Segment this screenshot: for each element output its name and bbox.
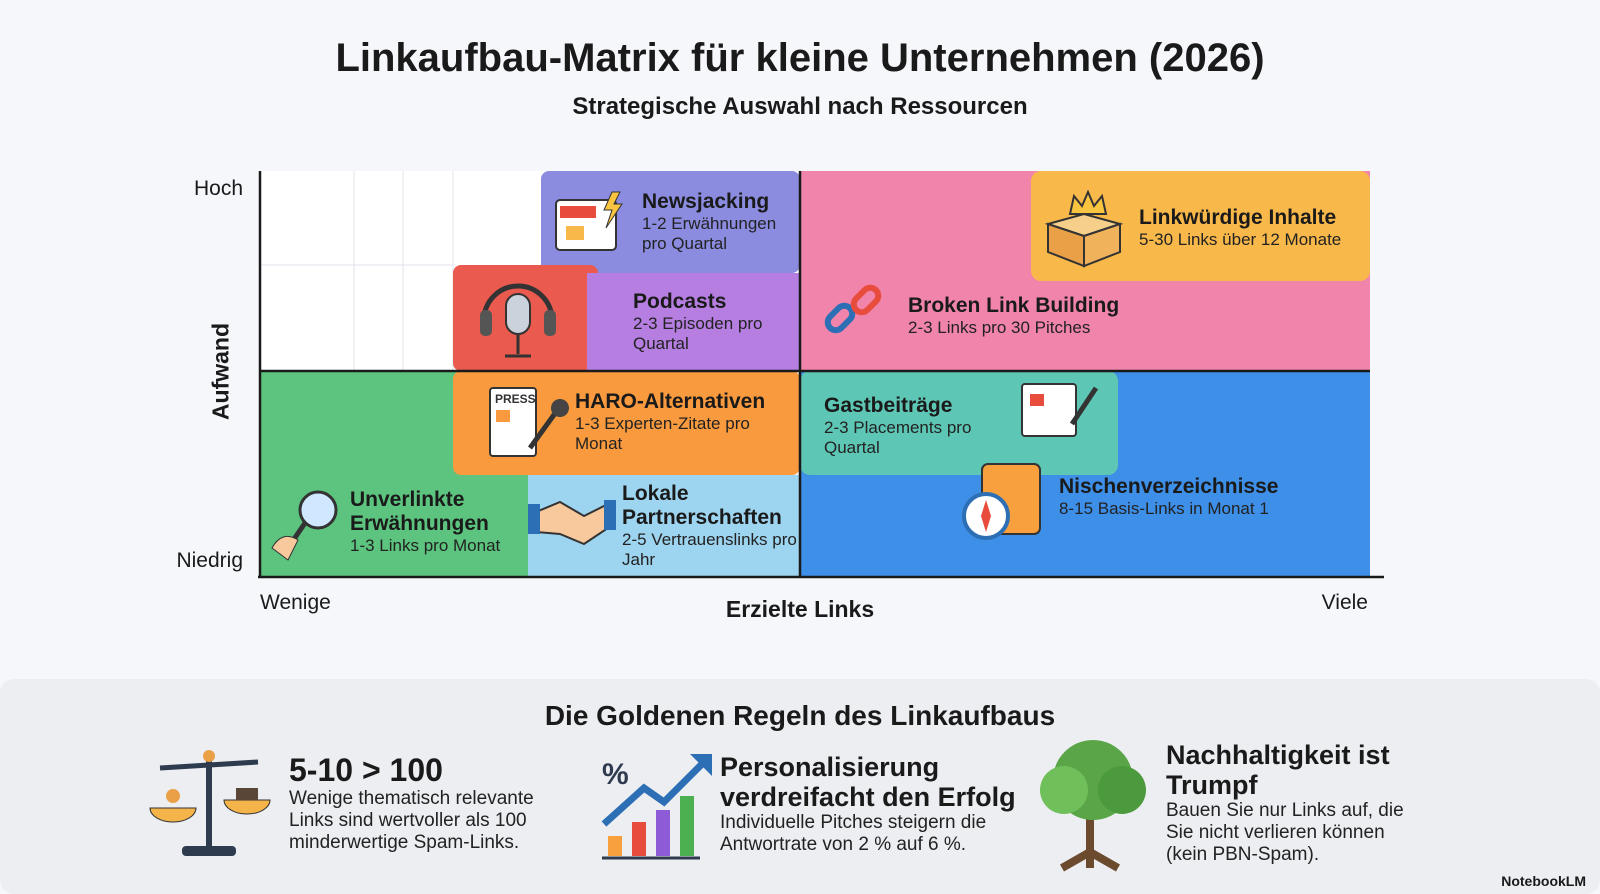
icon-growth: %: [601, 754, 712, 860]
icon-doc-pen: [1021, 383, 1099, 437]
svg-text:%: %: [602, 758, 629, 791]
cell: Unverlinkte Erwähnungen 1-3 Links pro Mon…: [350, 488, 525, 556]
icon-press: PRESS: [489, 387, 569, 457]
icon-box: [1044, 189, 1124, 268]
cell-title: Nischenverzeichnisse: [1059, 475, 1279, 498]
axes: [258, 171, 1384, 579]
cell-text: 2-3 Episoden pro Quartal: [633, 314, 763, 353]
cell-title: Gastbeiträge: [824, 394, 953, 417]
cell-title: Broken Link Building: [908, 294, 1120, 317]
rule-text: Individuelle Pitches steigern die Antwor…: [720, 812, 987, 855]
cell-text: 5-30 Links über 12 Monate: [1139, 230, 1342, 249]
rule-title: Personalisierung verdreifacht den Erfolg: [720, 752, 1016, 812]
cell: Linkwürdige Inhalte 5-30 Links über 12 Mo…: [1139, 206, 1369, 250]
y-axis-label: Aufwand: [207, 322, 234, 421]
cell-text: 2-5 Vertrauenslinks pro Jahr: [622, 530, 797, 569]
icon-handshake: [528, 500, 616, 546]
x-axis-label: Erzielte Links: [725, 596, 875, 622]
cell-text: 1-3 Links pro Monat: [350, 536, 501, 555]
cell-text: 2-3 Placements pro Quartal: [824, 418, 972, 457]
rules-title: Die Goldenen Regeln des Linkaufbaus: [544, 700, 1056, 731]
cell: Gastbeiträge 2-3 Placements pro Quartal: [824, 394, 974, 458]
cell-text: 8-15 Basis-Links in Monat 1: [1059, 499, 1269, 518]
cell-title: Newsjacking: [642, 190, 770, 213]
cell-title: Lokale Partnerschaften: [622, 482, 782, 529]
rule-text: Wenige thematisch relevante Links sind w…: [289, 788, 534, 853]
cell: Podcasts 2-3 Episoden pro Quartal: [633, 290, 773, 354]
svg-text:PRESS: PRESS: [495, 392, 536, 406]
y-low: Niedrig: [176, 549, 243, 572]
cell: Nischenverzeichnisse 8-15 Basis-Links in …: [1059, 475, 1329, 519]
icon-scale: [149, 750, 271, 856]
rule: 5-10 > 100 Wenige thematisch relevante Li…: [289, 752, 569, 854]
icon-phonebook: [962, 463, 1041, 540]
cell: HARO-Alternativen 1-3 Experten-Zitate pro…: [575, 390, 795, 454]
x-high: Viele: [1321, 591, 1368, 614]
rule-title: 5-10 > 100: [289, 752, 443, 788]
cell-title: Podcasts: [633, 290, 727, 313]
rule: Nachhaltigkeit ist Trumpf Bauen Sie nur L…: [1166, 740, 1426, 866]
cell: Lokale Partnerschaften 2-5 Vertrauenslink…: [622, 482, 797, 570]
cell-haro: [453, 371, 800, 475]
grid: [260, 171, 454, 371]
cell-podcasts: [587, 273, 800, 371]
cell: Broken Link Building 2-3 Links pro 30 Pit…: [908, 294, 1168, 338]
x-low: Wenige: [260, 591, 331, 614]
brand: NotebookLM: [1501, 873, 1586, 889]
cell-title: HARO-Alternativen: [575, 390, 766, 413]
icon-news: [555, 191, 623, 251]
icon-tree: [1040, 740, 1146, 872]
rule: Personalisierung verdreifacht den Erfolg…: [720, 752, 1020, 856]
cell-title: Unverlinkte Erwähnungen: [350, 488, 489, 535]
rules-panel: [0, 679, 1600, 894]
title: Linkaufbau-Matrix für kleine Unternehmen…: [335, 36, 1265, 80]
cell: Newsjacking 1-2 Erwähnungen pro Quartal: [642, 190, 792, 254]
rule-title: Nachhaltigkeit ist Trumpf: [1166, 740, 1390, 800]
subtitle: Strategische Auswahl nach Ressourcen: [572, 93, 1028, 120]
icon-chain: [824, 284, 882, 334]
icon-magnifier: [271, 490, 338, 561]
cell-title: Linkwürdige Inhalte: [1139, 206, 1337, 229]
cell-text: 2-3 Links pro 30 Pitches: [908, 318, 1091, 337]
cell-text: 1-3 Experten-Zitate pro Monat: [575, 414, 750, 453]
icon-mic: [480, 283, 556, 358]
cell-text: 1-2 Erwähnungen pro Quartal: [642, 214, 777, 253]
rule-text: Bauen Sie nur Links auf, die Sie nicht v…: [1166, 800, 1404, 865]
y-high: Hoch: [193, 177, 243, 200]
